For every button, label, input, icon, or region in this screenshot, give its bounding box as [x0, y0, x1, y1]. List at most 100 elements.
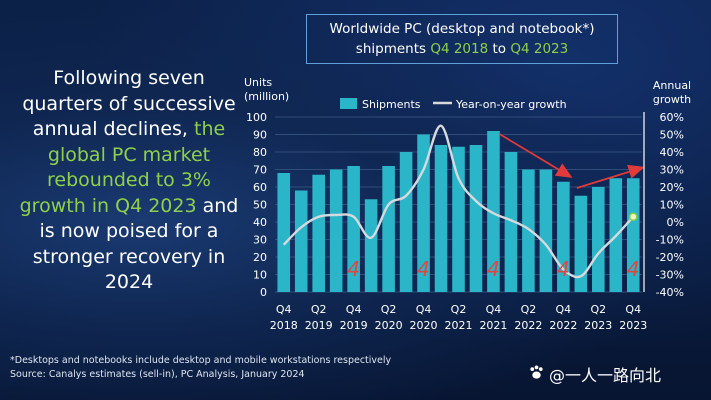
right-axis-title-line: Annual: [653, 79, 691, 92]
shipment-bar: [399, 152, 413, 292]
q4-handwritten-marker: 4: [417, 257, 430, 281]
x-tick-quarter: Q4: [276, 303, 292, 316]
left-tick-label: 80: [253, 146, 267, 159]
q4-handwritten-marker: 4: [627, 257, 640, 281]
shipment-bar: [626, 178, 640, 292]
shipment-bar: [312, 174, 325, 292]
x-tick-year: 2022: [514, 319, 542, 332]
shipment-bar: [434, 145, 448, 292]
x-tick-year: 2022: [549, 319, 577, 332]
x-tick-quarter: Q4: [346, 303, 362, 316]
right-tick-label: 60%: [660, 111, 684, 124]
right-tick-label: -40%: [656, 286, 684, 299]
rebound-arrow: [576, 164, 645, 189]
x-tick-year: 2023: [584, 319, 612, 332]
x-tick-quarter: Q2: [590, 303, 606, 316]
left-tick-label: 100: [246, 111, 267, 124]
x-tick-quarter: Q4: [416, 303, 432, 316]
watermark: @一人一路向北: [528, 362, 661, 386]
shipment-bar: [364, 199, 378, 292]
left-tick-label: 30: [253, 234, 267, 247]
headline-part1: Following seven quarters of successive a…: [22, 67, 236, 140]
legend-shipments-label: Shipments: [362, 98, 421, 111]
footnote: *Desktops and notebooks include desktop …: [10, 354, 391, 382]
q4-handwritten-marker: 4: [347, 257, 360, 281]
right-tick-label: -10%: [656, 234, 684, 247]
headline-text: Following seven quarters of successive a…: [18, 66, 240, 296]
right-tick-label: 50%: [660, 129, 684, 142]
x-tick-quarter: Q2: [311, 303, 327, 316]
legend: Shipments Year-on-year growth: [340, 98, 567, 111]
shipment-bar: [294, 190, 308, 292]
title-shipments-text: shipments: [355, 41, 431, 57]
annotation-layer: 4 4 4 4 4: [347, 133, 645, 281]
headline-highlight: the global PC market rebounded to 3% gro…: [19, 118, 226, 217]
shipment-bar: [522, 169, 535, 292]
footnote-definition: *Desktops and notebooks include desktop …: [10, 355, 392, 366]
shipment-bar: [539, 169, 553, 292]
left-tick-label: 40: [253, 216, 267, 229]
shipment-bar: [382, 166, 395, 292]
right-tick-label: 40%: [660, 146, 684, 159]
x-tick-quarter: Q2: [451, 303, 467, 316]
x-tick-quarter: Q2: [521, 303, 537, 316]
shipment-bar: [574, 195, 588, 292]
shipment-bar: [504, 152, 518, 292]
chart-title-line2: shipments Q4 2018 to Q4 2023: [307, 39, 617, 59]
x-tick-year: 2023: [619, 319, 647, 332]
x-tick-year: 2019: [340, 319, 368, 332]
title-to-period: Q4 2023: [510, 41, 569, 57]
title-to-word: to: [488, 41, 511, 57]
chart-title-line1: Worldwide PC (desktop and notebook*): [329, 21, 595, 37]
shipment-bar: [592, 187, 605, 292]
x-tick-quarter: Q4: [486, 303, 502, 316]
decline-arrow: [498, 133, 573, 178]
right-tick-label: 30%: [660, 164, 684, 177]
chart-title-box: Worldwide PC (desktop and notebook*) shi…: [306, 14, 618, 64]
left-tick-label: 70: [253, 164, 267, 177]
left-tick-label: 0: [260, 286, 267, 299]
left-axis-title-line: Units: [244, 76, 272, 89]
right-tick-label: 20%: [660, 181, 684, 194]
right-tick-label: -30%: [656, 269, 684, 282]
q4-handwritten-marker: 4: [557, 257, 570, 281]
shipment-bar: [469, 145, 483, 292]
title-from-period: Q4 2018: [430, 41, 489, 57]
footnote-source: Source: Canalys estimates (sell-in), PC …: [10, 369, 305, 380]
left-tick-label: 60: [253, 181, 267, 194]
x-tick-year: 2021: [479, 319, 507, 332]
x-tick-year: 2018: [270, 319, 298, 332]
left-axis-title-line: (million): [244, 90, 289, 103]
left-tick-label: 90: [253, 129, 267, 142]
x-tick-quarter: Q4: [625, 303, 641, 316]
x-tick-quarter: Q4: [556, 303, 572, 316]
line-layer: [282, 124, 638, 279]
x-tick-year: 2021: [445, 319, 473, 332]
legend-growth-label: Year-on-year growth: [455, 98, 567, 111]
right-tick-label: 0%: [667, 216, 684, 229]
right-tick-label: -20%: [656, 251, 684, 264]
q4-handwritten-marker: 4: [487, 257, 500, 281]
left-tick-label: 10: [253, 269, 267, 282]
growth-line: [282, 124, 635, 279]
left-tick-label: 20: [253, 251, 267, 264]
shipment-bar: [487, 131, 500, 292]
bar-layer: [277, 131, 640, 292]
x-tick-year: 2020: [410, 319, 438, 332]
x-tick-year: 2019: [305, 319, 333, 332]
right-tick-label: 10%: [660, 199, 684, 212]
headline-part2: and is now poised for a stronger recover…: [32, 194, 239, 294]
x-tick-year: 2020: [375, 319, 403, 332]
legend-bar-swatch: [340, 98, 357, 109]
paw-icon: [528, 364, 545, 385]
left-tick-label: 50: [253, 199, 267, 212]
shipment-bar: [329, 169, 343, 292]
right-axis-title-line: growth: [653, 93, 691, 106]
growth-endpoint-dot: [629, 212, 638, 221]
shipment-bar: [347, 166, 360, 292]
x-tick-quarter: Q2: [381, 303, 397, 316]
watermark-text: @一人一路向北: [549, 366, 662, 385]
shipment-bar: [277, 173, 291, 292]
